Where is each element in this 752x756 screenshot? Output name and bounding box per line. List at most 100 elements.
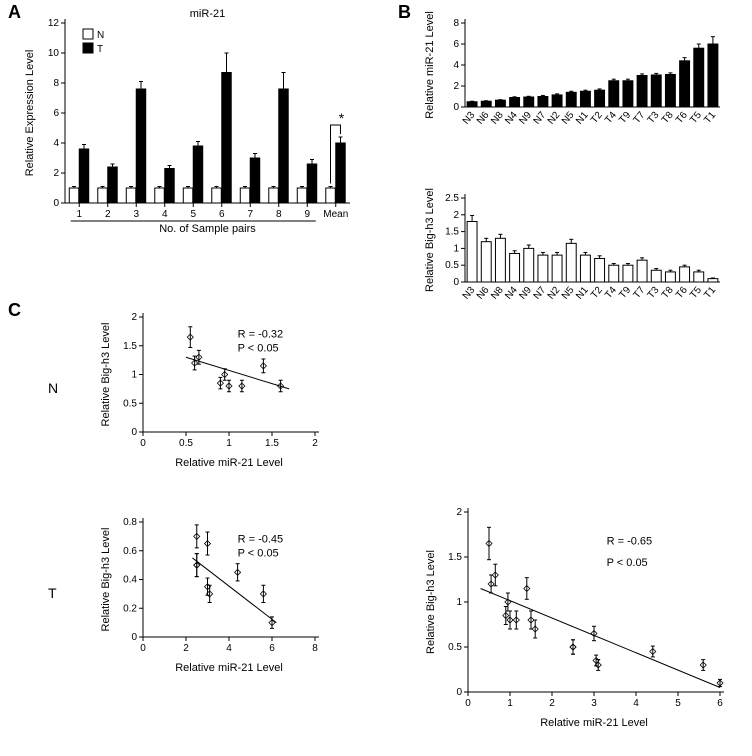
svg-text:0.5: 0.5 (123, 398, 137, 409)
svg-text:P < 0.05: P < 0.05 (238, 343, 279, 355)
svg-text:P < 0.05: P < 0.05 (607, 557, 648, 569)
svg-text:0: 0 (131, 632, 137, 643)
svg-text:1.5: 1.5 (265, 438, 279, 449)
panel-c-n-label: N (48, 380, 58, 396)
svg-text:T7: T7 (631, 110, 647, 126)
svg-text:T4: T4 (603, 110, 619, 126)
svg-text:1: 1 (131, 370, 137, 381)
svg-text:10: 10 (48, 48, 60, 59)
svg-text:8: 8 (312, 643, 318, 654)
svg-text:0: 0 (131, 427, 137, 438)
svg-text:N: N (97, 30, 104, 41)
svg-text:1.5: 1.5 (445, 227, 459, 238)
panel-b-mid-chart: 00.511.522.5Relative Big-h3 LevelN3N6N8N… (420, 180, 730, 320)
svg-text:R = -0.32: R = -0.32 (238, 329, 284, 341)
svg-text:T2: T2 (589, 285, 605, 301)
svg-text:2: 2 (53, 168, 59, 179)
svg-text:Relative miR-21 Level: Relative miR-21 Level (540, 717, 648, 729)
svg-text:Relative miR-21 Level: Relative miR-21 Level (424, 11, 436, 119)
svg-text:0.4: 0.4 (123, 575, 137, 586)
svg-text:0.5: 0.5 (448, 642, 462, 653)
svg-text:8: 8 (53, 78, 59, 89)
svg-text:0: 0 (140, 438, 146, 449)
svg-text:P < 0.05: P < 0.05 (238, 548, 279, 560)
svg-text:4: 4 (633, 698, 639, 709)
svg-text:T9: T9 (617, 110, 633, 126)
svg-text:12: 12 (48, 18, 60, 29)
svg-text:1: 1 (76, 209, 82, 220)
svg-text:5: 5 (190, 209, 196, 220)
svg-text:T5: T5 (688, 110, 704, 126)
svg-text:T8: T8 (660, 285, 676, 301)
svg-text:4: 4 (453, 60, 459, 71)
svg-text:Relative Big-h3 Level: Relative Big-h3 Level (100, 528, 112, 632)
svg-text:2: 2 (456, 507, 462, 518)
svg-text:0.5: 0.5 (179, 438, 193, 449)
svg-text:3: 3 (133, 209, 139, 220)
svg-text:6: 6 (717, 698, 723, 709)
panel-c-t-label: T (48, 585, 57, 601)
svg-text:T3: T3 (646, 285, 662, 301)
svg-text:1.5: 1.5 (448, 552, 462, 563)
svg-text:0.8: 0.8 (123, 517, 137, 528)
svg-text:5: 5 (675, 698, 681, 709)
panel-c-top-chart: 0 0.5 1 1.5 2 0 0.5 1 1.5 2 Relative Big-h3 Level R… (95, 305, 325, 470)
panel-b-top-chart: 02468Relative miR-21 LevelN3N6N8N4N9N7N2… (420, 5, 730, 145)
panel-c-label: C (8, 300, 21, 321)
svg-text:6: 6 (269, 643, 275, 654)
svg-text:2.5: 2.5 (445, 193, 459, 204)
svg-text:T3: T3 (646, 110, 662, 126)
svg-text:Relative Big-h3 Level: Relative Big-h3 Level (425, 550, 437, 654)
svg-text:T6: T6 (674, 285, 690, 301)
svg-text:Relative Big-h3 Level: Relative Big-h3 Level (424, 188, 436, 292)
svg-text:1: 1 (226, 438, 232, 449)
svg-text:T8: T8 (660, 110, 676, 126)
svg-text:Relative miR-21 Level: Relative miR-21 Level (175, 662, 283, 674)
svg-text:2: 2 (453, 210, 459, 221)
svg-text:8: 8 (276, 209, 282, 220)
svg-text:miR-21: miR-21 (190, 8, 225, 20)
svg-text:8: 8 (453, 18, 459, 29)
svg-text:0: 0 (453, 102, 459, 113)
svg-text:Mean: Mean (323, 209, 348, 220)
svg-text:T7: T7 (631, 285, 647, 301)
svg-text:0: 0 (53, 198, 59, 209)
svg-text:6: 6 (453, 39, 459, 50)
panel-b-label: B (398, 2, 411, 23)
svg-text:T6: T6 (674, 110, 690, 126)
svg-text:0: 0 (140, 643, 146, 654)
svg-text:2: 2 (453, 81, 459, 92)
svg-text:0: 0 (453, 277, 459, 288)
svg-text:Relative Expression Level: Relative Expression Level (24, 50, 36, 177)
svg-text:6: 6 (53, 108, 59, 119)
svg-text:R = -0.65: R = -0.65 (607, 535, 653, 547)
svg-text:T5: T5 (688, 285, 704, 301)
svg-text:2: 2 (312, 438, 318, 449)
svg-text:3: 3 (591, 698, 597, 709)
panel-a-chart: 0 2 4 6 8 10 12 Relative Expression Level miR-21… (20, 5, 360, 235)
svg-text:0.2: 0.2 (123, 603, 137, 614)
svg-text:T1: T1 (702, 285, 718, 301)
svg-text:2: 2 (131, 312, 137, 323)
svg-text:1: 1 (507, 698, 513, 709)
svg-text:2: 2 (549, 698, 555, 709)
svg-text:9: 9 (304, 209, 310, 220)
svg-text:2: 2 (183, 643, 189, 654)
svg-text:T4: T4 (603, 285, 619, 301)
svg-text:T: T (97, 44, 103, 55)
svg-text:1: 1 (456, 597, 462, 608)
svg-text:0.6: 0.6 (123, 546, 137, 557)
svg-text:0: 0 (465, 698, 471, 709)
svg-text:1.5: 1.5 (123, 341, 137, 352)
svg-text:Relative miR-21 Level: Relative miR-21 Level (175, 457, 283, 469)
svg-text:No. of Sample pairs: No. of Sample pairs (159, 223, 256, 235)
svg-text:Relative Big-h3 Level: Relative Big-h3 Level (100, 323, 112, 427)
svg-text:R = -0.45: R = -0.45 (238, 534, 284, 546)
svg-text:7: 7 (247, 209, 253, 220)
svg-text:*: * (339, 110, 345, 126)
svg-text:0: 0 (456, 687, 462, 698)
svg-text:0.5: 0.5 (445, 260, 459, 271)
panel-c-bot-chart: 00.20.40.60.802468Relative Big-h3 LevelR… (95, 510, 325, 675)
svg-text:4: 4 (162, 209, 168, 220)
svg-text:T9: T9 (617, 285, 633, 301)
